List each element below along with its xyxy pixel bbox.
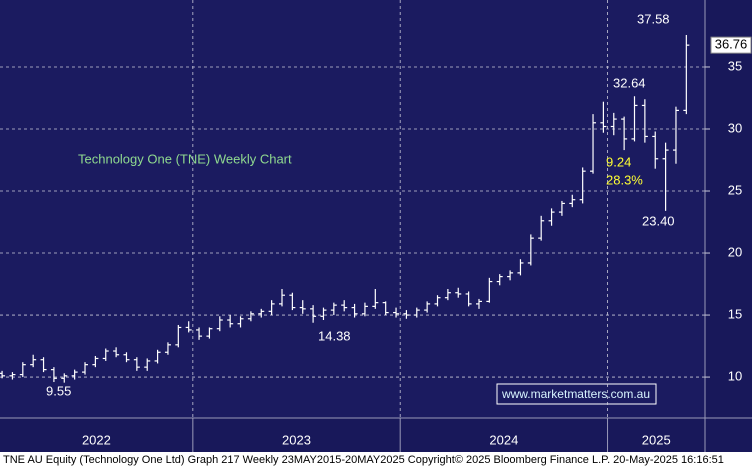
year-label: 2022 xyxy=(82,432,111,447)
annotation: 9.24 xyxy=(606,154,631,169)
y-tick-label: 10 xyxy=(728,369,742,384)
footer-strip xyxy=(0,452,752,468)
watermark-box xyxy=(496,383,657,405)
plot-area xyxy=(0,0,705,418)
annotation: 32.64 xyxy=(613,75,646,90)
year-label: 2024 xyxy=(489,432,518,447)
y-tick-label: 30 xyxy=(728,120,742,135)
y-tick-label: 25 xyxy=(728,182,742,197)
watermark: www.marketmatters.com.au xyxy=(501,387,650,401)
year-label: 2023 xyxy=(282,432,311,447)
y-tick-label: 15 xyxy=(728,306,742,321)
annotation: 23.40 xyxy=(642,213,675,228)
y-tick-label: 35 xyxy=(728,58,742,73)
last-price-label: 36.76 xyxy=(715,37,748,52)
y-tick-label: 20 xyxy=(728,244,742,259)
year-label: 2025 xyxy=(642,432,671,447)
last-price-tag xyxy=(710,36,752,54)
annotation: 9.55 xyxy=(46,383,71,398)
annotation: 37.58 xyxy=(637,11,670,26)
chart-title: Technology One (TNE) Weekly Chart xyxy=(78,151,292,166)
annotation: 28.3% xyxy=(606,172,643,187)
annotation: 14.38 xyxy=(318,328,351,343)
footer: TNE AU Equity (Technology One Ltd) Graph… xyxy=(3,454,724,466)
